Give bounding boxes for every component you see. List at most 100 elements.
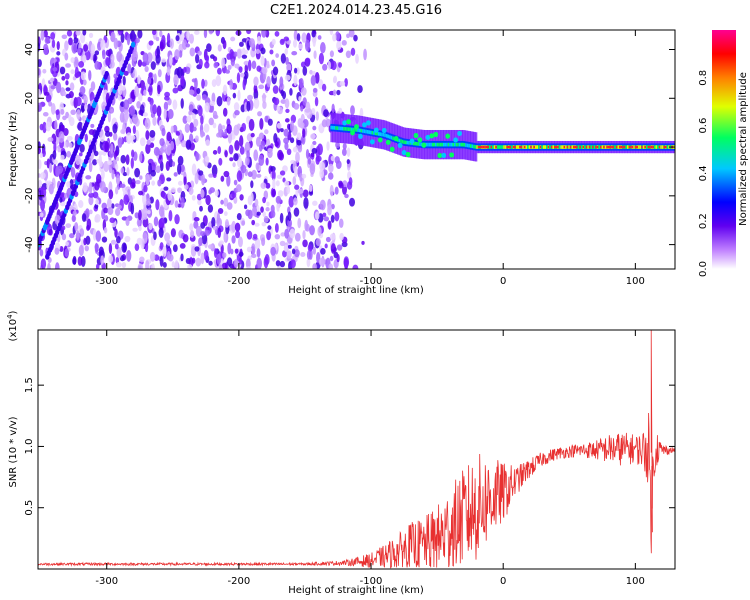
band-inner-cell	[396, 138, 400, 142]
noise-cell	[115, 174, 121, 185]
band-peak-cell	[649, 145, 653, 149]
noise-cell	[171, 161, 176, 167]
noise-cell	[223, 170, 230, 178]
noise-cell	[309, 163, 316, 175]
noise-cell	[285, 56, 289, 66]
band-inner-cell	[338, 126, 341, 131]
noise-cell	[294, 165, 298, 178]
noise-cell	[339, 232, 344, 241]
bottom-y-axis: 0.5 1.0 1.5	[24, 377, 675, 516]
noise-cell	[56, 51, 61, 56]
noise-cell	[175, 131, 181, 136]
noise-cell	[309, 133, 316, 140]
noise-cell	[292, 146, 298, 153]
band-peak-cell	[658, 145, 662, 149]
band-inner-cell	[406, 140, 410, 145]
noise-cell	[200, 189, 205, 199]
band-scatter-cell	[441, 152, 447, 159]
noise-cell	[315, 238, 322, 247]
noise-cell	[100, 39, 106, 51]
noise-cell	[152, 116, 157, 126]
noise-cell	[166, 32, 171, 45]
noise-cell	[98, 246, 104, 256]
noise-cell	[203, 30, 208, 39]
noise-cell	[279, 76, 284, 88]
band-inner-cell	[493, 145, 497, 149]
band-peak-cell	[566, 145, 570, 149]
band-peak-cell	[508, 145, 512, 149]
noise-cell	[200, 115, 204, 125]
noise-cell	[134, 85, 140, 98]
noise-cell	[85, 235, 91, 245]
noise-cell	[93, 53, 97, 64]
noise-cell	[62, 91, 67, 97]
band-inner-cell	[368, 130, 372, 134]
noise-cell	[241, 220, 246, 226]
noise-cell	[336, 254, 340, 263]
noise-cell	[239, 72, 245, 78]
band-inner-cell	[382, 132, 386, 137]
band-inner-cell	[408, 140, 411, 145]
noise-cell	[233, 259, 239, 268]
noise-cell	[361, 240, 365, 245]
noise-cell	[297, 144, 303, 153]
noise-cell	[79, 143, 85, 153]
noise-cell	[148, 72, 153, 78]
noise-cell	[174, 49, 180, 61]
noise-cell	[226, 123, 232, 134]
noise-cell	[209, 104, 215, 113]
noise-cell	[52, 149, 57, 160]
noise-cell	[227, 131, 233, 144]
noise-cell	[69, 179, 74, 190]
band-inner-cell	[354, 127, 357, 132]
noise-cell	[120, 154, 127, 164]
noise-cell	[114, 243, 119, 250]
noise-cell	[159, 41, 164, 52]
noise-cell	[105, 57, 111, 67]
noise-cell	[174, 200, 179, 208]
band-inner-cell	[546, 145, 549, 149]
band-inner-cell	[412, 141, 416, 146]
noise-cell	[69, 233, 75, 239]
top-x-tick-label: -100	[360, 276, 383, 287]
noise-cell	[179, 242, 186, 249]
noise-cell	[115, 261, 122, 268]
noise-cell	[74, 221, 79, 232]
band-inner-cell	[488, 145, 492, 149]
noise-cell	[237, 236, 243, 248]
noise-cell	[126, 250, 132, 262]
noise-cell	[249, 38, 255, 48]
band-inner-cell	[534, 145, 538, 149]
noise-cell	[221, 57, 226, 68]
noise-cell	[182, 115, 188, 124]
band-inner-cell	[335, 126, 338, 130]
noise-cell	[264, 115, 269, 123]
noise-cell	[311, 36, 317, 44]
noise-cell	[238, 66, 243, 73]
noise-cell	[280, 232, 286, 237]
band-inner-cell	[476, 145, 479, 149]
noise-cell	[61, 34, 68, 40]
noise-cell	[110, 108, 114, 114]
noise-cell	[226, 96, 231, 106]
noise-cell	[276, 122, 282, 129]
colorbar-tick-label: 0.0	[698, 261, 709, 277]
band-scatter-cell	[342, 120, 348, 126]
noise-cell	[261, 237, 266, 247]
noise-cell	[191, 163, 197, 176]
noise-cell	[296, 139, 302, 146]
noise-cell	[117, 204, 122, 210]
noise-cell	[123, 70, 129, 76]
noise-cell	[180, 98, 184, 109]
band-inner-cell	[633, 145, 636, 149]
noise-cell	[106, 160, 113, 166]
noise-cell	[275, 180, 280, 187]
noise-cell	[180, 196, 185, 209]
noise-cell	[312, 140, 317, 146]
noise-cell	[68, 114, 72, 123]
noise-cell	[230, 36, 236, 42]
noise-cell	[309, 69, 313, 75]
noise-cell	[315, 145, 321, 158]
band-inner-cell	[462, 142, 465, 147]
noise-cell	[300, 61, 306, 68]
